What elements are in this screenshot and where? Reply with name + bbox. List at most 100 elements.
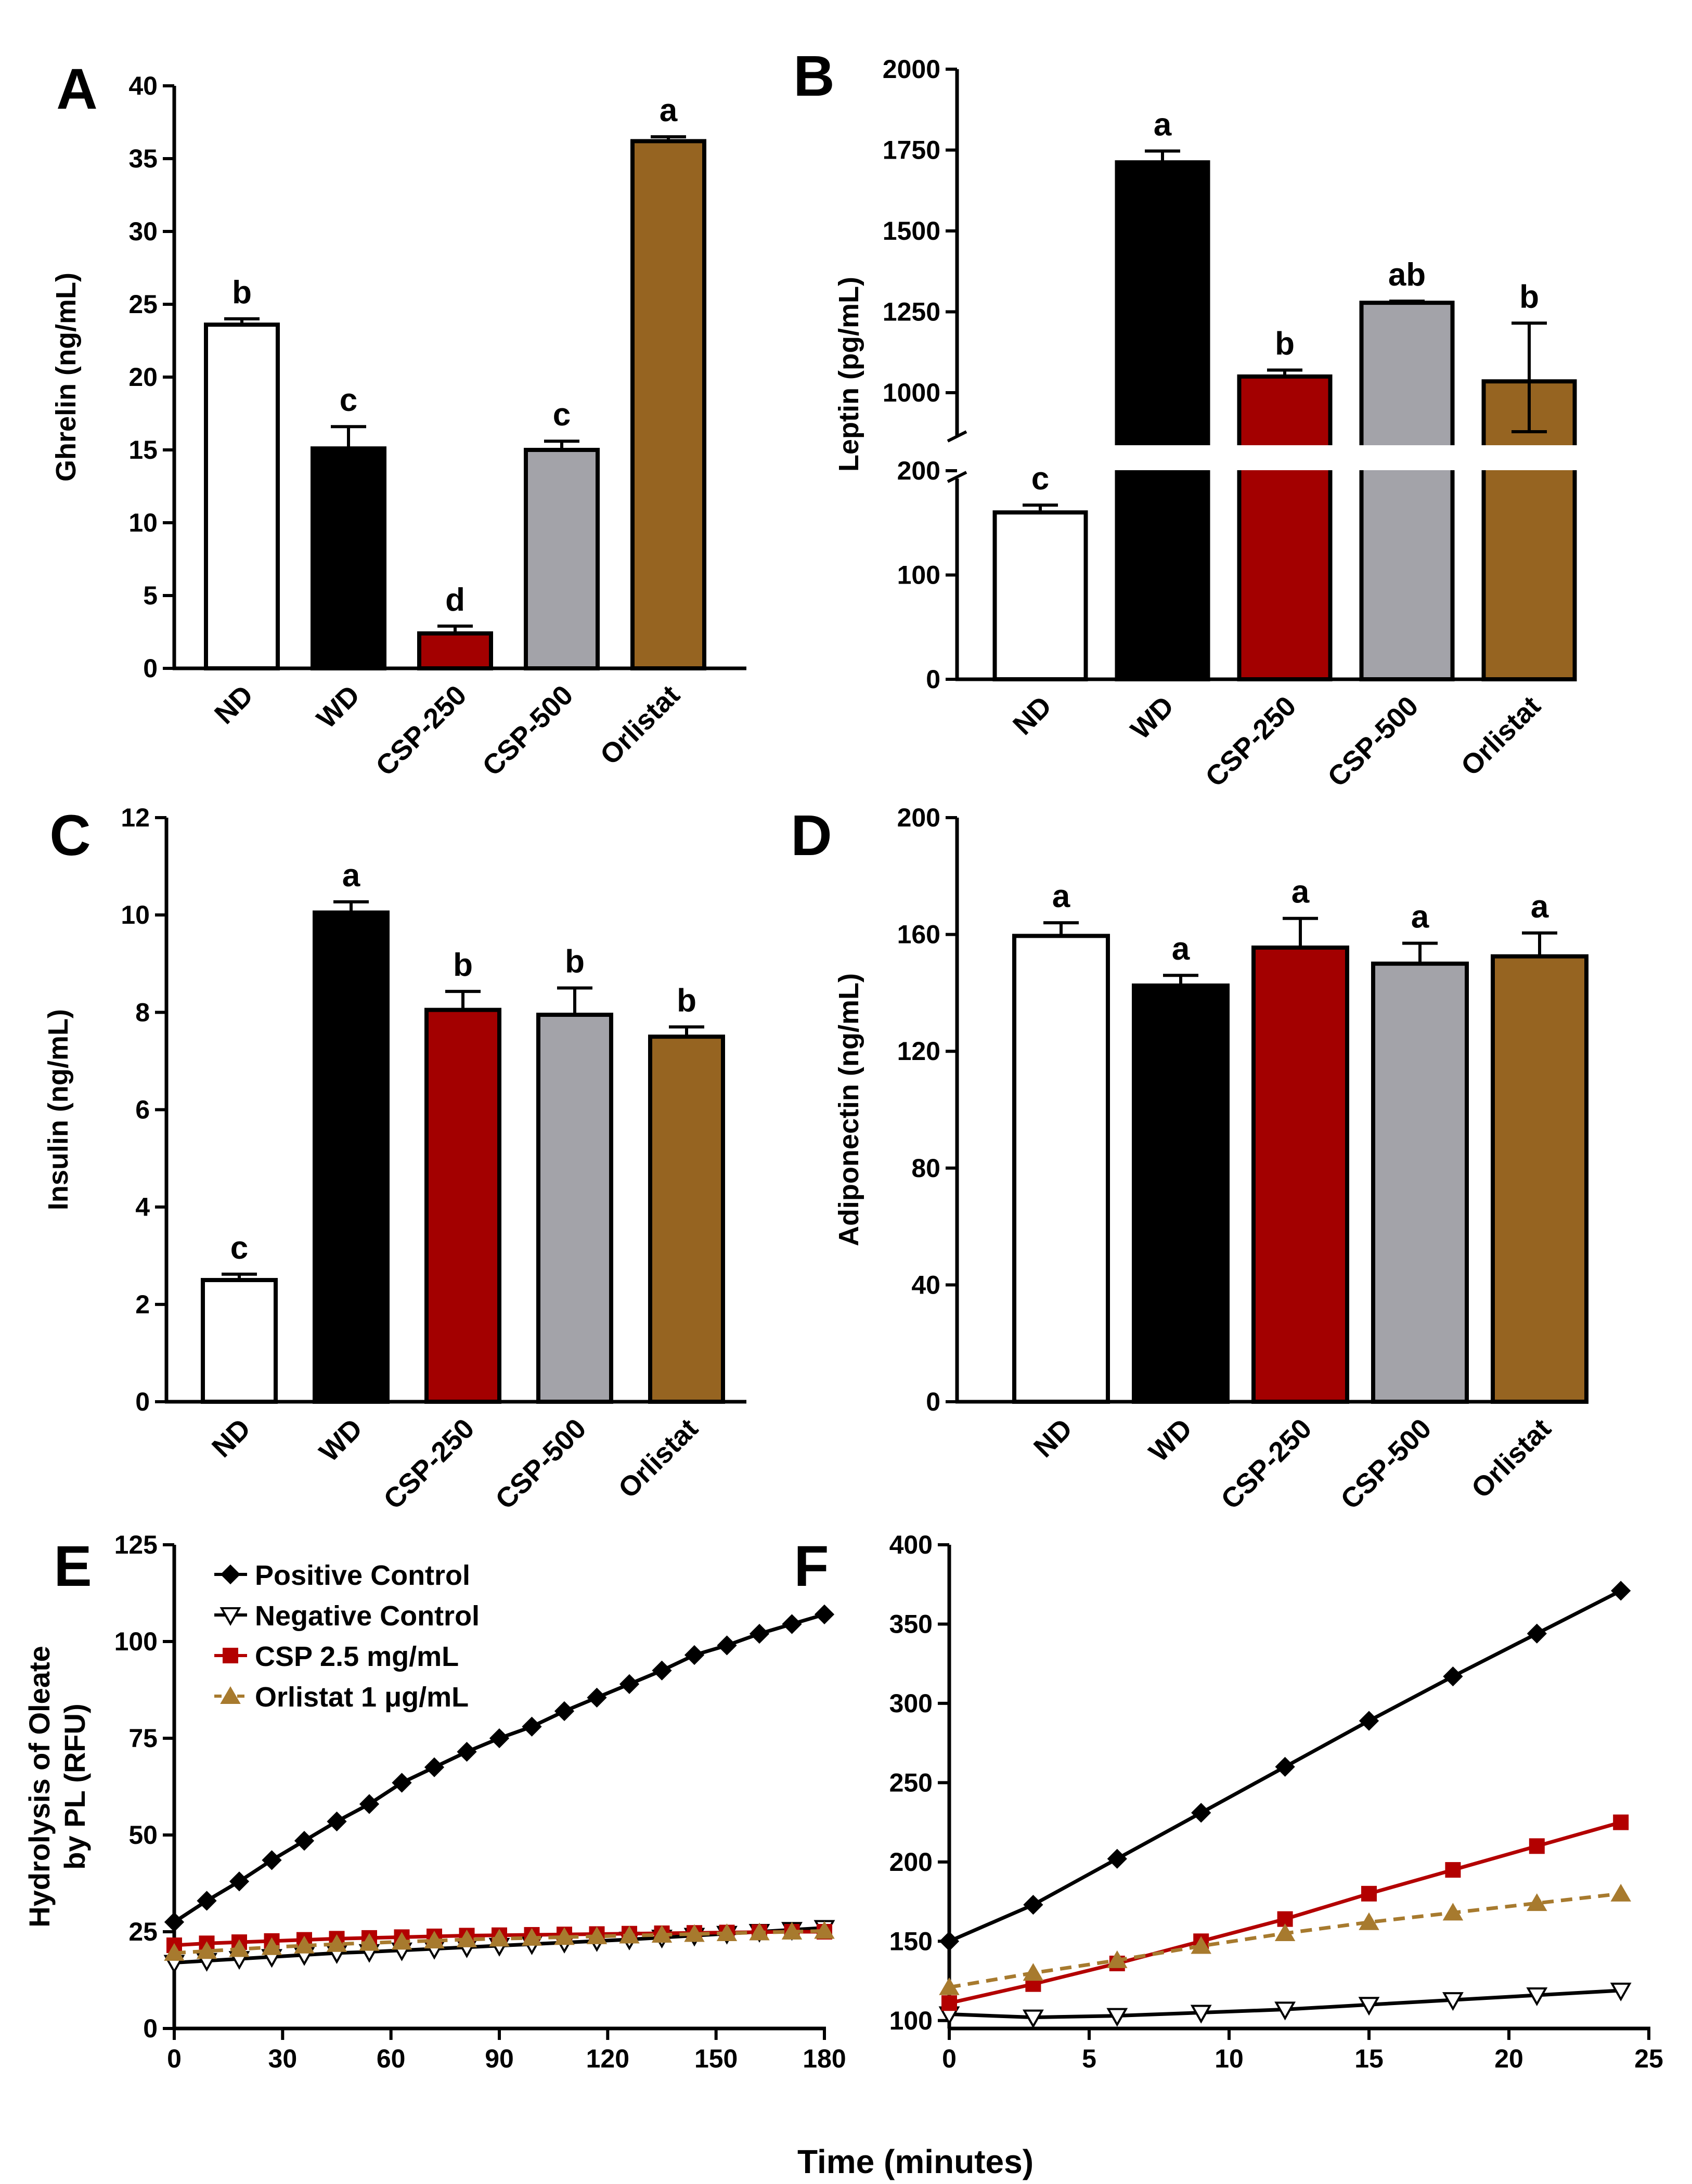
bar bbox=[536, 1013, 613, 1404]
y-tick-label: 0 bbox=[135, 1387, 150, 1416]
point-marker-triangle-up bbox=[359, 1933, 380, 1951]
legend: Positive Control Negative Control CSP 2.5 … bbox=[214, 1560, 480, 1713]
axis-break-gap bbox=[1358, 445, 1456, 470]
point-marker-diamond bbox=[717, 1635, 737, 1656]
panel-label: A bbox=[56, 57, 97, 121]
category-label: Orlistat bbox=[1455, 690, 1546, 782]
point-marker-diamond bbox=[1275, 1756, 1295, 1777]
point-marker-triangle-up bbox=[1442, 1903, 1464, 1921]
point-marker-diamond bbox=[489, 1728, 510, 1749]
axis-break-gap bbox=[1236, 445, 1334, 470]
point-marker-triangle-up bbox=[164, 1943, 185, 1961]
point-marker-square bbox=[223, 1648, 238, 1663]
bar-group: a WD bbox=[313, 858, 390, 1468]
y-tick-label: 75 bbox=[128, 1724, 158, 1753]
point-marker-diamond bbox=[522, 1716, 542, 1737]
point-marker-triangle-down bbox=[219, 1607, 241, 1626]
point-marker-diamond bbox=[1359, 1711, 1379, 1731]
category-label: CSP-500 bbox=[1322, 690, 1424, 793]
point-marker-diamond bbox=[1191, 1803, 1211, 1823]
point-marker-triangle-up bbox=[261, 1937, 282, 1955]
point-marker-triangle-up bbox=[939, 1977, 960, 1995]
panel-label: D bbox=[791, 804, 832, 868]
bar-group: a Orlistat bbox=[1465, 889, 1588, 1504]
y-tick-label: 5 bbox=[143, 581, 158, 610]
significance-letter: ab bbox=[1388, 257, 1426, 293]
point-marker-diamond bbox=[587, 1687, 607, 1708]
y-tick-label: 120 bbox=[897, 1037, 940, 1066]
y-tick-label: 150 bbox=[889, 1927, 933, 1956]
point-marker-diamond bbox=[1443, 1666, 1463, 1687]
y-tick-label: 200 bbox=[889, 1847, 933, 1877]
y-axis-title: Insulin (ng/mL) bbox=[43, 1009, 74, 1210]
y-tick-label: 0 bbox=[926, 1387, 940, 1416]
point-marker-triangle-down bbox=[1106, 2008, 1128, 2027]
point-marker-triangle-up bbox=[814, 1921, 835, 1939]
significance-letter: a bbox=[1052, 878, 1070, 914]
point-marker-diamond bbox=[749, 1623, 770, 1644]
category-label: WD bbox=[1125, 690, 1180, 745]
bar bbox=[1012, 934, 1110, 1404]
x-tick-label: 90 bbox=[485, 2044, 514, 2073]
x-tick-label: 0 bbox=[167, 2044, 182, 2073]
point-marker-triangle-down bbox=[1190, 2005, 1212, 2024]
point-marker-triangle-up bbox=[1107, 1950, 1128, 1968]
y-axis-title: Hydrolysis of Oleate bbox=[23, 1646, 56, 1928]
y-tick-label: 1750 bbox=[883, 136, 940, 165]
bar-group: b CSP-250 bbox=[378, 947, 501, 1515]
point-marker-triangle-up bbox=[1527, 1893, 1547, 1911]
y-tick-label: 0 bbox=[143, 654, 158, 683]
bar bbox=[630, 139, 706, 670]
point-marker-triangle-up bbox=[521, 1928, 543, 1946]
shared-x-axis-label: Time (minutes) bbox=[797, 2143, 1034, 2180]
y-tick-label: 300 bbox=[889, 1689, 933, 1718]
point-marker-triangle-down bbox=[1442, 1992, 1464, 2011]
point-marker-diamond bbox=[327, 1811, 347, 1832]
point-marker-diamond bbox=[782, 1614, 802, 1634]
y-tick-label: 0 bbox=[143, 2014, 158, 2043]
point-marker-triangle-up bbox=[684, 1924, 705, 1942]
significance-letter: d bbox=[445, 582, 465, 618]
y-tick-label: 1250 bbox=[883, 298, 940, 327]
legend-entry: Positive Control bbox=[255, 1560, 470, 1591]
point-marker-diamond bbox=[197, 1891, 217, 1911]
point-marker-triangle-up bbox=[489, 1929, 510, 1947]
series-orlistat bbox=[164, 1921, 835, 1961]
panel-label: E bbox=[54, 1534, 92, 1598]
significance-letter: c bbox=[230, 1230, 248, 1266]
point-marker-triangle-up bbox=[1023, 1963, 1044, 1981]
point-marker-triangle-up bbox=[294, 1935, 315, 1954]
bar-group: b ND bbox=[204, 275, 280, 730]
point-marker-diamond bbox=[1107, 1849, 1127, 1869]
significance-letter: c bbox=[340, 382, 357, 418]
y-tick-label: 100 bbox=[114, 1627, 158, 1656]
bar-group: b Orlistat bbox=[1455, 279, 1578, 782]
series-positive bbox=[164, 1604, 835, 1932]
significance-letter: b bbox=[232, 275, 252, 311]
category-label: WD bbox=[311, 679, 366, 734]
point-marker-triangle-down bbox=[1610, 1982, 1632, 2001]
y-tick-label: 400 bbox=[889, 1530, 933, 1559]
significance-letter: b bbox=[677, 983, 696, 1018]
point-marker-triangle-up bbox=[586, 1926, 608, 1944]
series-csp bbox=[941, 1814, 1629, 2011]
significance-letter: b bbox=[1275, 326, 1295, 361]
y-tick-label: 8 bbox=[135, 998, 150, 1027]
point-marker-triangle-up bbox=[391, 1932, 412, 1950]
point-marker-square bbox=[1445, 1862, 1461, 1878]
panel-label: F bbox=[794, 1534, 829, 1598]
bar bbox=[1359, 301, 1455, 681]
significance-letter: a bbox=[1411, 899, 1429, 935]
x-tick-label: 150 bbox=[694, 2044, 738, 2073]
axis-break-gap bbox=[1480, 445, 1578, 470]
significance-letter: a bbox=[1154, 107, 1172, 143]
point-marker-triangle-up bbox=[651, 1924, 673, 1943]
bar bbox=[1115, 160, 1210, 681]
x-tick-label: 20 bbox=[1494, 2044, 1523, 2073]
panel-d: D Adiponectin (ng/mL) 0 40 80 120 160 200 a ND a WD… bbox=[791, 803, 1588, 1515]
bar bbox=[1237, 374, 1333, 681]
point-marker-diamond bbox=[554, 1701, 575, 1722]
category-label: Orlistat bbox=[612, 1413, 704, 1504]
point-marker-triangle-up bbox=[424, 1931, 445, 1949]
